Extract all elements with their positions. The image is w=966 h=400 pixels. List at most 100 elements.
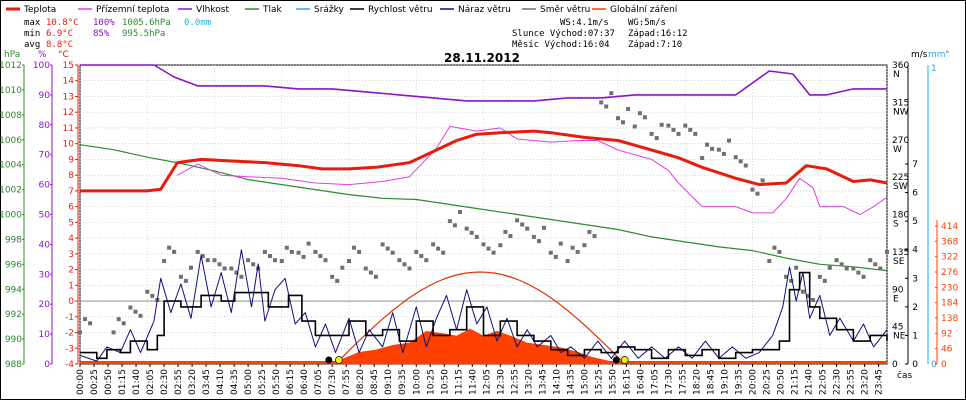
stats-min-press: 995.5hPa [122,29,165,39]
wind-direction-point [323,258,328,263]
wind-direction-point [217,262,222,267]
stats-avg-label: avg [24,40,40,50]
info-sun-set: Západ:16:12 [628,29,688,39]
wind-direction-point [205,258,210,263]
wind-direction-point [642,115,647,120]
tick-label-x: 02:05 [146,369,156,395]
tick-label-x: 04:35 [230,369,240,395]
wind-direction-point [469,230,474,235]
legend-label-rychlost-vetru: Rychlost větru [368,5,433,15]
wind-direction-point [183,278,188,283]
chart-title: 28.11.2012 [444,51,520,65]
tick-label-x: 15:25 [594,369,604,395]
axis-unit-pct: % [38,50,47,60]
info-moon-set: Západ:7:10 [628,40,682,50]
wind-direction-point [743,163,748,168]
tick-label-x: 08:45 [370,369,380,395]
wind-direction-point [609,91,614,96]
tick-label-dir-compass: S [893,220,899,230]
wind-direction-point [306,241,311,246]
tick-label-x: 08:20 [356,369,366,395]
wind-direction-point [200,254,205,258]
wind-direction-point [212,258,217,263]
wind-direction-point [666,123,671,128]
tick-label-degc: 6 [68,203,74,213]
wind-direction-point [447,219,452,224]
wind-direction-point [649,131,654,136]
wind-direction-point [632,124,637,129]
stats-max-label: max [24,18,41,28]
tick-label-degc: 11 [63,124,74,134]
wind-direction-point [313,249,318,254]
wind-direction-point [861,274,866,279]
tick-label-dir-compass: W [893,145,902,155]
tick-label-x: 03:45 [202,369,212,395]
tick-label-degc: 10 [63,140,75,150]
wind-direction-point [693,131,698,136]
wind-direction-point [407,266,412,271]
tick-label-hpa: 994 [5,285,22,295]
wind-direction-point [88,321,93,326]
wind-direction-point [885,249,889,254]
tick-label-x: 00:50 [104,369,114,395]
tick-label-x: 04:10 [216,369,226,395]
tick-label-hpa: 1010 [0,86,22,96]
tick-label-x: 02:55 [174,369,184,395]
tick-label-x: 18:20 [692,369,702,395]
legend-label-prizemni-teplota: Přízemní teplota [96,5,169,15]
wind-direction-point [239,274,244,279]
wind-direction-point [806,293,810,298]
legend-label-globalni-zareni: Globální záření [610,5,678,15]
tick-label-x: 12:05 [482,369,492,395]
wind-direction-point [565,259,570,263]
tick-label-hpa: 1008 [0,111,22,121]
tick-label-hpa: 990 [5,335,22,345]
wind-direction-point [347,259,351,263]
tick-label-x: 12:30 [496,369,506,395]
tick-label-pct: 80 [39,121,51,131]
tick-label-mm: 1 [931,64,937,74]
wind-direction-point [844,266,849,271]
tick-label-x: 03:20 [188,369,198,395]
wind-direction-point [133,309,138,314]
wind-direction-point [683,123,688,128]
stats-min-hum: 85% [93,29,110,39]
tick-label-x: 20:50 [777,369,787,395]
tick-label-x: 22:30 [833,369,843,395]
tick-label-dir-compass: NE [893,332,906,342]
wind-direction-point [626,107,631,111]
wind-direction-point [868,258,873,263]
wind-direction-point [111,330,116,335]
wind-direction-point [587,229,592,234]
tick-label-wm2: 368 [941,237,958,247]
tick-label-pct: 100 [33,61,50,71]
series-clear-sky-curve [335,271,626,365]
tick-label-dir: 315 [892,98,909,108]
wind-direction-point [431,242,436,247]
tick-label-ms: 4 [912,246,918,256]
series-tlak-line [79,144,888,272]
tick-label-x: 13:20 [524,369,534,395]
wind-direction-point [289,249,294,254]
legend-label-naraz-vetru: Náraz větru [458,5,511,15]
wind-direction-point [676,131,681,136]
stats-min-temp: 6.9°C [46,29,73,39]
wind-direction-point [750,187,755,192]
moonrise-marker [612,356,620,364]
wind-direction-point [856,270,861,275]
tick-label-pct: 30 [39,270,51,280]
tick-label-pct: 20 [39,300,51,310]
stats-max-press: 1005.6hPa [122,18,171,28]
wind-direction-point [531,234,536,239]
wind-direction-point [637,111,642,116]
tick-label-dir: 360 [892,61,909,71]
tick-label-x: 14:10 [552,369,562,395]
wind-direction-point [537,239,541,244]
wind-direction-point [873,262,878,267]
tick-label-x: 17:55 [678,369,688,395]
tick-label-pct: 0 [44,360,50,370]
wind-direction-point [352,245,356,250]
wind-direction-point [827,265,832,270]
tick-label-dir: 90 [892,285,904,295]
series-rychlost-vetru-line [80,271,888,360]
